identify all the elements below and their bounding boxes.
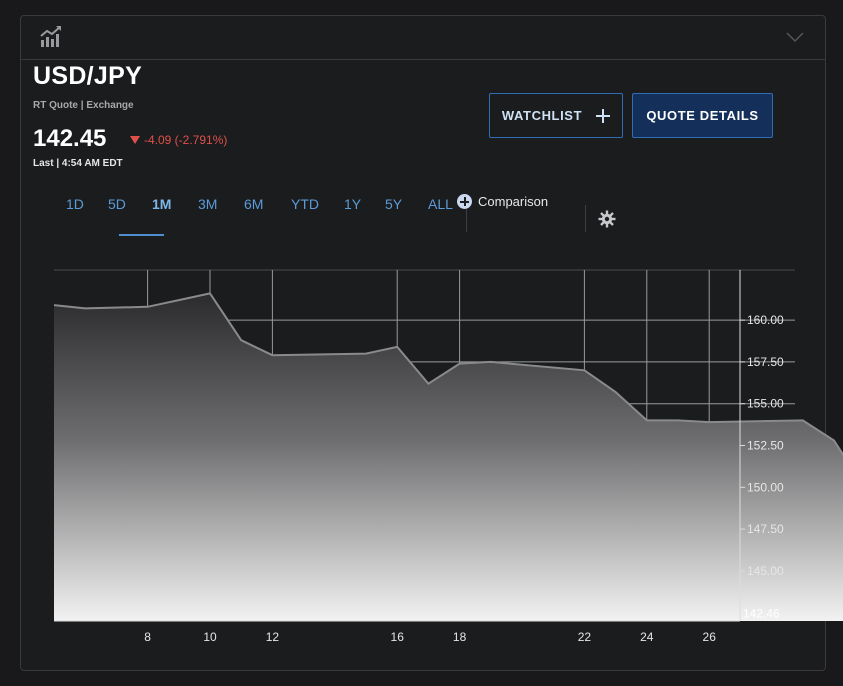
gear-icon[interactable]: [598, 210, 616, 228]
y-tick-label: 157.50: [747, 355, 784, 369]
settings-separator: [585, 205, 586, 232]
plus-icon: [596, 108, 611, 123]
quote-details-button[interactable]: QUOTE DETAILS: [632, 93, 773, 138]
down-triangle-icon: [130, 136, 140, 144]
price-change: -4.09 (-2.791%): [130, 133, 227, 147]
y-tick-label: 160.00: [747, 313, 784, 327]
range-1m[interactable]: 1M: [152, 196, 172, 212]
quote-details-label: QUOTE DETAILS: [646, 108, 759, 123]
comparison-label: Comparison: [478, 194, 549, 209]
last-price: 142.45: [33, 125, 107, 152]
symbol-title: USD/JPY: [33, 62, 143, 90]
range-5d[interactable]: 5D: [108, 196, 126, 212]
y-tick-label: 155.00: [747, 397, 784, 411]
x-tick-label: 24: [640, 630, 654, 644]
y-tick-label: 152.50: [747, 439, 784, 453]
x-tick-label: 26: [703, 630, 717, 644]
x-tick-label: 18: [453, 630, 467, 644]
range-6m[interactable]: 6M: [244, 196, 264, 212]
price-change-value: -4.09 (-2.791%): [144, 133, 228, 147]
comparison-button[interactable]: Comparison: [457, 194, 548, 209]
add-circle-icon: [457, 194, 472, 209]
y-tick-label: 150.00: [747, 480, 784, 494]
panel-header: [21, 16, 825, 60]
last-updated: Last | 4:54 AM EDT: [33, 158, 123, 169]
price-line: [53, 292, 843, 457]
watchlist-button[interactable]: WATCHLIST: [489, 93, 623, 138]
range-ytd[interactable]: YTD: [291, 196, 319, 212]
bar-chart-trend-icon: [40, 26, 61, 47]
range-1d[interactable]: 1D: [66, 196, 84, 212]
price-area: [54, 293, 843, 621]
quote-source: RT Quote | Exchange: [33, 100, 134, 111]
watchlist-label: WATCHLIST: [501, 108, 583, 123]
x-tick-label: 12: [266, 630, 280, 644]
range-all[interactable]: ALL: [428, 196, 453, 212]
y-tick-label: 145.00: [747, 564, 784, 578]
y-tick-label: 147.50: [747, 522, 784, 536]
x-tick-label: 10: [203, 630, 217, 644]
x-tick-label: 22: [578, 630, 592, 644]
range-5y[interactable]: 5Y: [385, 196, 403, 212]
x-tick-label: 8: [144, 630, 151, 644]
range-3m[interactable]: 3M: [198, 196, 218, 212]
chevron-down-icon[interactable]: [785, 30, 805, 44]
range-separator: [466, 205, 467, 232]
last-value-label: 142.46: [743, 606, 780, 620]
range-1y[interactable]: 1Y: [344, 196, 362, 212]
range-selector: 1D 5D 1M 3M 6M YTD 1Y 5Y ALL: [0, 186, 843, 226]
x-tick-label: 16: [391, 630, 405, 644]
active-range-indicator: [119, 234, 164, 236]
